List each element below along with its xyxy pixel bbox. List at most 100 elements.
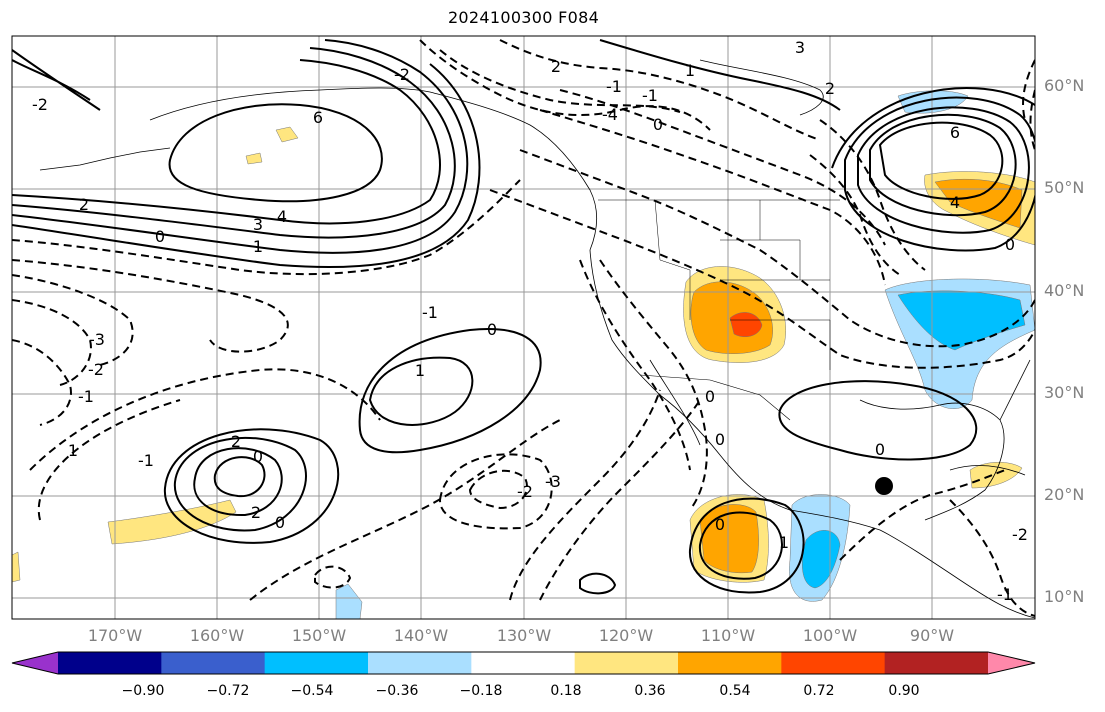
colorbar-tick-label: −0.36 <box>375 683 419 699</box>
shade-positive-3 <box>245 152 263 165</box>
contour-label: -1 <box>606 77 622 96</box>
contour-label: 0 <box>715 430 725 449</box>
lon-label-110w: 110°W <box>700 626 756 645</box>
colorbar-segment <box>264 652 369 674</box>
contour-label: 0 <box>275 513 285 532</box>
contour-label: -2 <box>517 482 533 501</box>
cuba <box>949 465 1026 476</box>
colorbar-tick-label: 0.18 <box>550 683 582 699</box>
contour-label: -2 <box>88 360 104 379</box>
colorbar-tick-label: 0.72 <box>803 683 835 699</box>
lat-label-30n: 30°N <box>1044 383 1085 402</box>
lat-label-50n: 50°N <box>1044 178 1085 197</box>
contours-positive <box>12 39 1035 595</box>
contour-label: 0 <box>487 320 497 339</box>
colorbar-segment <box>161 652 266 674</box>
lat-label-20n: 20°N <box>1044 485 1085 504</box>
shade-positive-caribbean <box>969 462 1023 489</box>
shade-negative-mexico-inner <box>802 530 841 589</box>
colorbar-tick-label: 0.54 <box>719 683 751 699</box>
colorbar-tick-label: −0.72 <box>206 683 250 699</box>
lon-label-100w: 100°W <box>802 626 858 645</box>
colorbar-outline <box>11 651 1036 675</box>
contour-label: 0 <box>1005 235 1015 254</box>
contour-label: 0 <box>653 115 663 134</box>
contour-label: 1 <box>779 533 789 552</box>
contour-label: 2 <box>251 503 261 522</box>
contour-label: 2 <box>231 432 241 451</box>
colorbar-extend-min <box>12 652 58 674</box>
contour-label: 0 <box>253 447 263 466</box>
state-lines <box>654 199 831 370</box>
contour-label: 2 <box>79 195 89 214</box>
hudson-bay <box>699 59 824 116</box>
west-coast <box>589 249 1035 619</box>
lat-label-40n: 40°N <box>1044 281 1085 300</box>
colorbar-segment <box>471 652 576 674</box>
coastlines <box>39 59 1035 619</box>
map-frame <box>11 35 1036 620</box>
storm-center-marker <box>875 477 893 495</box>
lon-label-120w: 120°W <box>598 626 654 645</box>
shade-positive-4 <box>12 551 21 583</box>
alaska-coast <box>149 87 598 251</box>
contour-label: 0 <box>705 387 715 406</box>
lon-label-170w: 170°W <box>87 626 143 645</box>
contour-label: 2 <box>825 79 835 98</box>
contour-label: -1 <box>642 86 658 105</box>
contour-labels: 6-223 410-3-2-11 20-102-2-3-4-101236400-2-… <box>32 38 1028 604</box>
contour-label: -1 <box>997 585 1013 604</box>
lat-label-60n: 60°N <box>1044 76 1085 95</box>
contour-label: -1 <box>138 451 154 470</box>
lon-label-160w: 160°W <box>189 626 245 645</box>
colorbar-segment <box>678 652 782 674</box>
colorbar-extend-max <box>988 652 1035 674</box>
lon-label-140w: 140°W <box>393 626 449 645</box>
contour-label: -2 <box>1012 525 1028 544</box>
colorbar-tick-label: −0.18 <box>459 683 503 699</box>
lon-label-150w: 150°W <box>291 626 347 645</box>
colorbar-segment <box>781 652 886 674</box>
contour-label: 6 <box>313 108 323 127</box>
colorbar <box>11 651 1036 675</box>
map-title: 2024100300 F084 <box>447 8 600 27</box>
contour-label: 4 <box>277 207 287 226</box>
contour-label: 1 <box>685 61 695 80</box>
contour-label: -3 <box>89 330 105 349</box>
contour-label: 1 <box>253 237 263 256</box>
contour-label: 3 <box>795 38 805 57</box>
contour-label: -1 <box>422 303 438 322</box>
contour-label: 6 <box>950 123 960 142</box>
colorbar-segment <box>884 652 989 674</box>
lon-label-130w: 130°W <box>496 626 552 645</box>
contour-label: 0 <box>715 515 725 534</box>
lat-label-10n: 10°N <box>1044 587 1085 606</box>
shade-negative-small <box>335 583 363 619</box>
contours-negative <box>12 39 1035 617</box>
lon-label-90w: 90°W <box>909 626 955 645</box>
colorbar-tick-label: −0.90 <box>121 683 165 699</box>
colorbar-segment <box>58 652 162 674</box>
colorbar-segment <box>368 652 472 674</box>
shade-positive-1 <box>107 499 237 545</box>
colorbar-segment <box>574 652 679 674</box>
contour-label: 1 <box>68 441 78 460</box>
shaded-anomalies <box>12 90 1035 619</box>
shade-positive-2 <box>275 126 299 143</box>
colorbar-tick-label: −0.54 <box>290 683 334 699</box>
contour-label: -2 <box>32 95 48 114</box>
colorbar-tick-label: 0.36 <box>634 683 666 699</box>
shade-positive-mexico-inner <box>699 504 759 574</box>
aleutian-islands <box>39 147 171 171</box>
baja-california <box>649 359 701 446</box>
shade-positive-sw-core <box>729 312 763 337</box>
contour-label: 0 <box>155 227 165 246</box>
graticule <box>12 36 1035 619</box>
florida <box>999 359 1031 421</box>
contour-label: -1 <box>78 387 94 406</box>
contour-label: -3 <box>545 472 561 491</box>
shade-positive-northeast-inner <box>934 178 1023 229</box>
contour-label: 4 <box>950 193 960 212</box>
contour-label: -2 <box>394 65 410 84</box>
